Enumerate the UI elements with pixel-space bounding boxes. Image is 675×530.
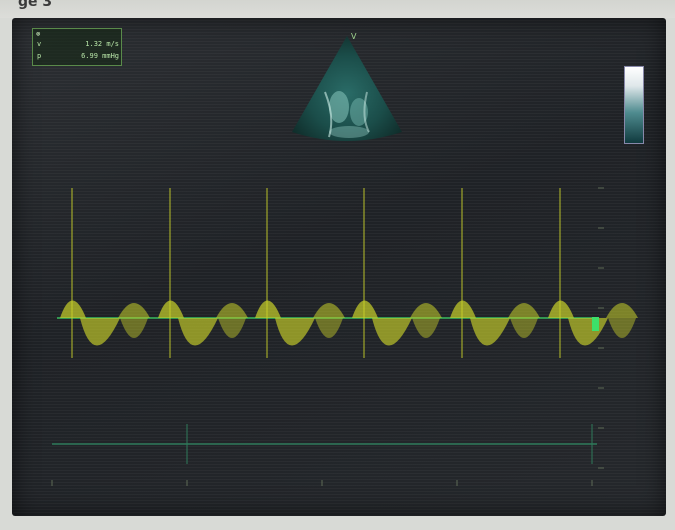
flow-lobe-up xyxy=(255,300,281,318)
flow-lobe-down xyxy=(120,318,148,338)
grayscale-bar xyxy=(624,66,644,144)
flow-lobe-up xyxy=(352,300,378,318)
flow-lobe-down xyxy=(218,318,246,338)
velocity-value: 1.32 m/s xyxy=(85,40,119,48)
pressure-value: 6.99 mmHg xyxy=(81,52,119,60)
flow-lobe-up xyxy=(548,300,574,318)
flow-lobe-up xyxy=(508,303,540,318)
measurement-panel: ⊗ v 1.32 m/s p 6.99 mmHg xyxy=(32,28,122,66)
flow-lobe-up xyxy=(606,303,638,318)
flow-lobe-down xyxy=(568,318,608,346)
baseline-marker[interactable] xyxy=(592,317,599,331)
echo-sector-image xyxy=(292,36,402,141)
page-header-text: ge 3 xyxy=(18,0,53,10)
flow-lobe-down xyxy=(372,318,412,346)
flow-lobe-up xyxy=(158,300,184,318)
flow-lobe-down xyxy=(510,318,538,338)
close-icon[interactable]: ⊗ xyxy=(36,30,41,38)
flow-lobe-up xyxy=(60,300,86,318)
echo-sector: V xyxy=(267,32,417,162)
flow-lobe-down xyxy=(412,318,440,338)
ultrasound-screen: ⊗ v 1.32 m/s p 6.99 mmHg V xyxy=(12,18,666,516)
flow-lobe-up xyxy=(410,303,442,318)
flow-lobe-down xyxy=(80,318,120,346)
page-header: ge 3 xyxy=(0,0,675,18)
velocity-row: v 1.32 m/s xyxy=(37,40,119,48)
flow-lobe-down xyxy=(470,318,510,346)
flow-lobe-down xyxy=(315,318,343,338)
flow-lobe-up xyxy=(216,303,248,318)
pressure-row: p 6.99 mmHg xyxy=(37,52,119,60)
doppler-spectrum xyxy=(51,187,638,486)
pressure-label: p xyxy=(37,52,42,60)
flow-lobe-up xyxy=(450,300,476,318)
flow-lobe-down xyxy=(608,318,636,338)
flow-lobe-up xyxy=(118,303,150,318)
probe-marker: V xyxy=(351,32,357,41)
flow-lobe-down xyxy=(275,318,315,346)
flow-lobe-down xyxy=(178,318,218,346)
flow-lobe-up xyxy=(313,303,345,318)
velocity-label: v xyxy=(37,40,42,48)
